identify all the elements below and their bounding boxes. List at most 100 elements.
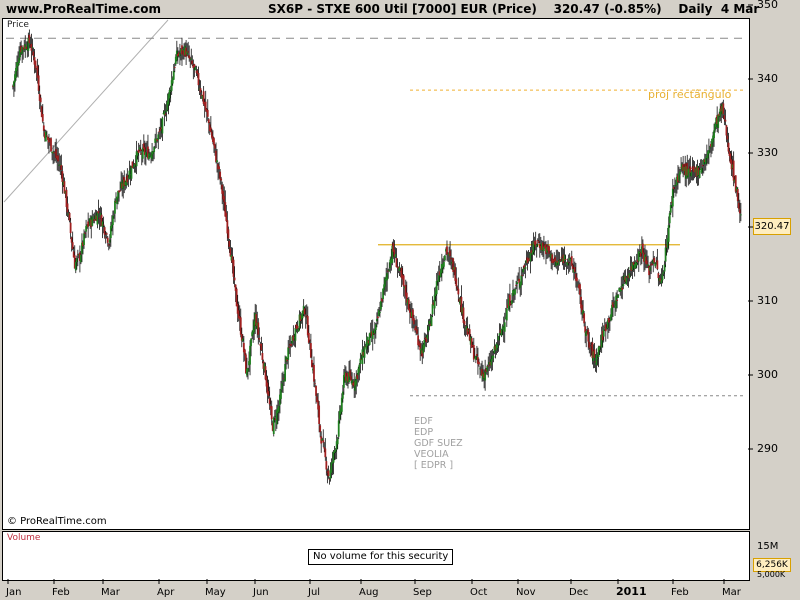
candle-body — [677, 175, 679, 183]
candle-body — [422, 344, 425, 354]
y-tick-label: 300 — [757, 368, 778, 381]
candle-body — [664, 247, 667, 262]
candle-body — [712, 135, 714, 143]
candle-body — [218, 166, 221, 170]
candle-body — [618, 288, 621, 292]
candle-body — [464, 325, 467, 327]
candle-body — [367, 340, 370, 344]
candle-body — [515, 284, 517, 286]
candle-body — [676, 176, 678, 186]
candle-body — [349, 370, 351, 377]
candle-body — [391, 245, 394, 263]
candle-body — [596, 358, 599, 360]
candle-body — [285, 356, 288, 362]
candle-body — [621, 287, 624, 290]
candle-body — [245, 354, 247, 374]
candle-body — [372, 333, 375, 335]
candle-body — [438, 271, 441, 276]
candle-body — [639, 252, 642, 257]
candle-body — [588, 341, 591, 348]
candle-body — [403, 286, 406, 289]
x-tick-label: May — [205, 587, 226, 598]
candle-body — [99, 213, 102, 216]
candle-body — [565, 262, 568, 264]
candle-body — [737, 202, 740, 209]
candle-body — [15, 67, 17, 79]
candle-body — [446, 246, 448, 254]
candle-body — [17, 62, 19, 67]
candle-body — [331, 461, 334, 464]
candle-body — [184, 45, 186, 56]
candle-body — [304, 316, 307, 318]
candle-body — [485, 368, 488, 372]
candle-body — [371, 330, 374, 340]
candle-body — [501, 326, 504, 329]
candle-body — [573, 266, 576, 272]
candle-body — [510, 303, 512, 305]
candle-body — [627, 275, 630, 279]
candle-body — [663, 264, 666, 272]
company-item: VEOLIA — [414, 449, 449, 460]
x-tick-label: Mar — [101, 587, 120, 598]
candle-body — [393, 249, 396, 257]
candle-body — [85, 226, 87, 232]
candle-body — [679, 171, 681, 175]
candle-body — [115, 201, 117, 203]
candle-body — [287, 347, 290, 360]
candle-body — [579, 284, 581, 295]
candle-body — [369, 332, 372, 334]
candle-body — [594, 361, 597, 363]
candle-body — [88, 223, 91, 225]
candle-body — [60, 165, 63, 170]
candle-body — [254, 313, 257, 325]
candle-body — [692, 166, 695, 172]
candle-body — [545, 244, 547, 255]
candle-body — [468, 329, 471, 341]
company-list: EDF EDP GDF SUEZ VEOLIA [ EDPR ] — [414, 416, 463, 471]
candle-body — [124, 182, 127, 185]
candle-body — [732, 160, 735, 181]
candle-body — [16, 62, 18, 71]
candle-body — [108, 239, 111, 243]
candle-body — [727, 142, 730, 152]
candle-body — [77, 254, 80, 256]
y-tick-label: 310 — [757, 294, 778, 307]
candle-body — [259, 343, 262, 346]
candle-body — [73, 255, 76, 269]
candle-body — [434, 290, 437, 297]
x-tick-label: Feb — [671, 587, 689, 598]
candle-body — [257, 322, 260, 335]
candle-body — [360, 359, 363, 360]
candle-body — [435, 280, 438, 295]
candle-body — [48, 137, 50, 143]
candle-body — [66, 203, 69, 213]
candle-body — [76, 254, 79, 256]
candle-body — [520, 275, 523, 286]
candle-body — [345, 372, 347, 381]
candle-body — [316, 396, 318, 403]
candle-body — [728, 151, 731, 156]
candle-body — [106, 237, 109, 243]
candle-body — [176, 54, 179, 57]
candle-body — [164, 113, 167, 115]
candle-body — [26, 49, 29, 51]
candle-body — [531, 251, 534, 255]
candle-body — [388, 269, 391, 272]
candle-body — [155, 138, 158, 142]
candle-body — [336, 438, 339, 445]
candle-body — [25, 46, 28, 50]
candle-body — [645, 256, 647, 264]
candle-body — [715, 118, 718, 127]
candle-body — [613, 302, 615, 304]
candle-body — [49, 141, 51, 143]
candle-body — [120, 182, 123, 188]
candle-body — [673, 185, 676, 187]
candle-body — [116, 196, 118, 205]
candle-body — [290, 344, 293, 347]
candle-body — [604, 324, 607, 332]
candle-body — [385, 276, 388, 281]
volume-panel[interactable]: Volume No volume for this security — [2, 531, 750, 581]
candle-body — [213, 138, 215, 146]
candle-body — [383, 284, 385, 291]
candle-body — [356, 374, 359, 380]
